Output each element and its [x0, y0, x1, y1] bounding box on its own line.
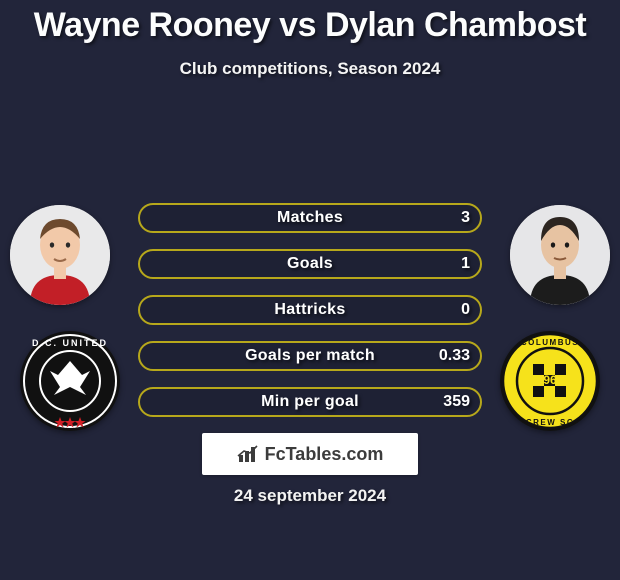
stat-label: Min per goal — [140, 389, 480, 415]
stat-right-value: 3 — [461, 205, 470, 231]
comparison-stage: D.C. UNITED COLUMBUS CREW SC — [0, 79, 620, 529]
svg-text:COLUMBUS: COLUMBUS — [521, 338, 579, 347]
stat-bar-goals: Goals 1 — [138, 249, 482, 279]
bar-chart-icon — [237, 444, 261, 464]
stat-bar-goals-per-match: Goals per match 0.33 — [138, 341, 482, 371]
stat-right-value: 1 — [461, 251, 470, 277]
svg-text:CREW SC: CREW SC — [526, 418, 574, 427]
stat-right-value: 0 — [461, 297, 470, 323]
brand-card: FcTables.com — [202, 433, 418, 475]
stat-label: Goals — [140, 251, 480, 277]
svg-text:D.C. UNITED: D.C. UNITED — [32, 338, 108, 348]
svg-text:96: 96 — [543, 373, 557, 387]
club-right-crest: COLUMBUS CREW SC 96 — [500, 331, 600, 431]
stat-right-value: 359 — [443, 389, 470, 415]
stat-label: Hattricks — [140, 297, 480, 323]
page-title: Wayne Rooney vs Dylan Chambost — [0, 0, 620, 45]
player-right-avatar — [510, 205, 610, 305]
brand-text: FcTables.com — [265, 444, 384, 465]
stat-bar-matches: Matches 3 — [138, 203, 482, 233]
stat-label: Matches — [140, 205, 480, 231]
stat-bars: Matches 3 Goals 1 Hattricks 0 Goals per … — [138, 203, 482, 433]
stat-right-value: 0.33 — [439, 343, 470, 369]
date-text: 24 september 2024 — [0, 486, 620, 506]
stat-bar-min-per-goal: Min per goal 359 — [138, 387, 482, 417]
player-left-avatar — [10, 205, 110, 305]
stat-label: Goals per match — [140, 343, 480, 369]
page-subtitle: Club competitions, Season 2024 — [0, 59, 620, 79]
stat-bar-hattricks: Hattricks 0 — [138, 295, 482, 325]
club-left-crest: D.C. UNITED — [20, 331, 120, 431]
